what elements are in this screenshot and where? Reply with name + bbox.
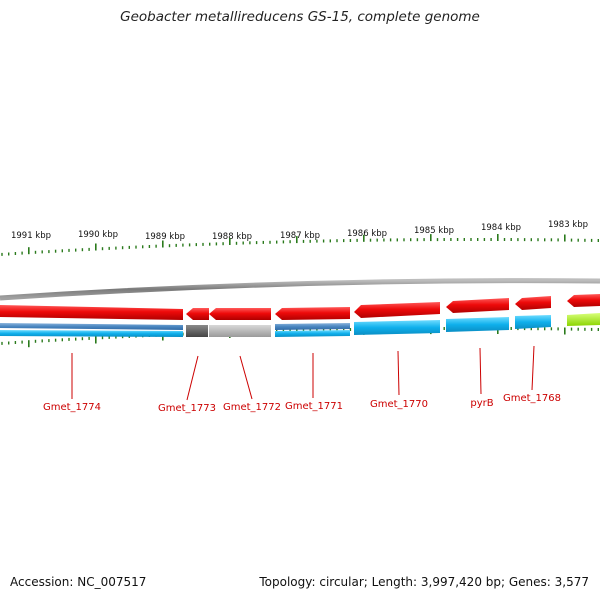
gene-label-gmet-1771[interactable]: Gmet_1771 <box>285 401 343 412</box>
forward-cds-track <box>0 294 600 320</box>
cds-arrow-gmet-1773[interactable] <box>186 308 209 320</box>
leader-line <box>531 345 535 391</box>
gene-block-gmet-1771-lower[interactable] <box>275 330 350 337</box>
leader-line <box>479 347 482 395</box>
gene-block-gmet-1772[interactable] <box>209 325 271 337</box>
gene-block-gmet-1770[interactable] <box>354 320 440 335</box>
leader-line <box>239 355 253 400</box>
gene-label-gmet-1768[interactable]: Gmet_1768 <box>503 393 561 404</box>
gene-label-gmet-1774[interactable]: Gmet_1774 <box>43 402 101 413</box>
scale-label: 1991 kbp <box>11 231 51 241</box>
cds-arrow-gmet-1771[interactable] <box>275 307 350 320</box>
genome-summary-text: Topology: circular; Length: 3,997,420 bp… <box>259 575 589 589</box>
scale-label: 1985 kbp <box>414 226 454 236</box>
gene-label-gmet-1773[interactable]: Gmet_1773 <box>158 403 216 414</box>
cds-arrow-pyrb[interactable] <box>446 298 509 313</box>
gene-leader-lines <box>71 345 535 401</box>
gene-block-gmet-1774-upper[interactable] <box>0 323 183 330</box>
gene-block-gmet-1773[interactable] <box>186 325 208 337</box>
leader-line <box>397 350 400 396</box>
cds-arrow-gmet-1774[interactable] <box>0 305 183 320</box>
gene-label-pyrb[interactable]: pyrB <box>470 398 493 409</box>
accession-text: Accession: NC_007517 <box>10 575 147 589</box>
gene-label-gmet-1772[interactable]: Gmet_1772 <box>223 402 281 413</box>
scale-label: 1986 kbp <box>347 229 387 239</box>
gene-block-gmet-1774-lower[interactable] <box>0 330 183 337</box>
gene-block-offscreen[interactable] <box>567 313 600 326</box>
cds-arrow-gmet-1768[interactable] <box>515 296 551 310</box>
scale-label: 1988 kbp <box>212 232 252 242</box>
gene-label-gmet-1770[interactable]: Gmet_1770 <box>370 399 428 410</box>
scale-label: 1989 kbp <box>145 232 185 242</box>
genome-backbone <box>0 278 600 301</box>
gene-labels: Gmet_1774 Gmet_1773 Gmet_1772 Gmet_1771 … <box>43 393 561 414</box>
scale-label: 1987 kbp <box>280 231 320 241</box>
scale-label: 1983 kbp <box>548 220 588 230</box>
gene-block-gmet-1768[interactable] <box>515 315 551 329</box>
scale-label: 1984 kbp <box>481 223 521 233</box>
gene-block-pyrb[interactable] <box>446 317 509 332</box>
scale-ticks-top <box>1 234 599 256</box>
cds-arrow-gmet-1772[interactable] <box>209 308 271 320</box>
scale-labels: 1991 kbp 1990 kbp 1989 kbp 1988 kbp 1987… <box>11 220 588 242</box>
map-title: Geobacter metallireducens GS-15, complet… <box>120 9 480 25</box>
cds-arrow-gmet-1770[interactable] <box>354 302 440 318</box>
scale-label: 1990 kbp <box>78 230 118 240</box>
cds-arrow-offscreen[interactable] <box>567 294 600 307</box>
gene-block-gmet-1771-upper[interactable] <box>275 323 350 330</box>
scale-ticks-bottom <box>1 327 599 348</box>
reverse-cds-track <box>0 313 600 337</box>
leader-line <box>186 355 199 401</box>
